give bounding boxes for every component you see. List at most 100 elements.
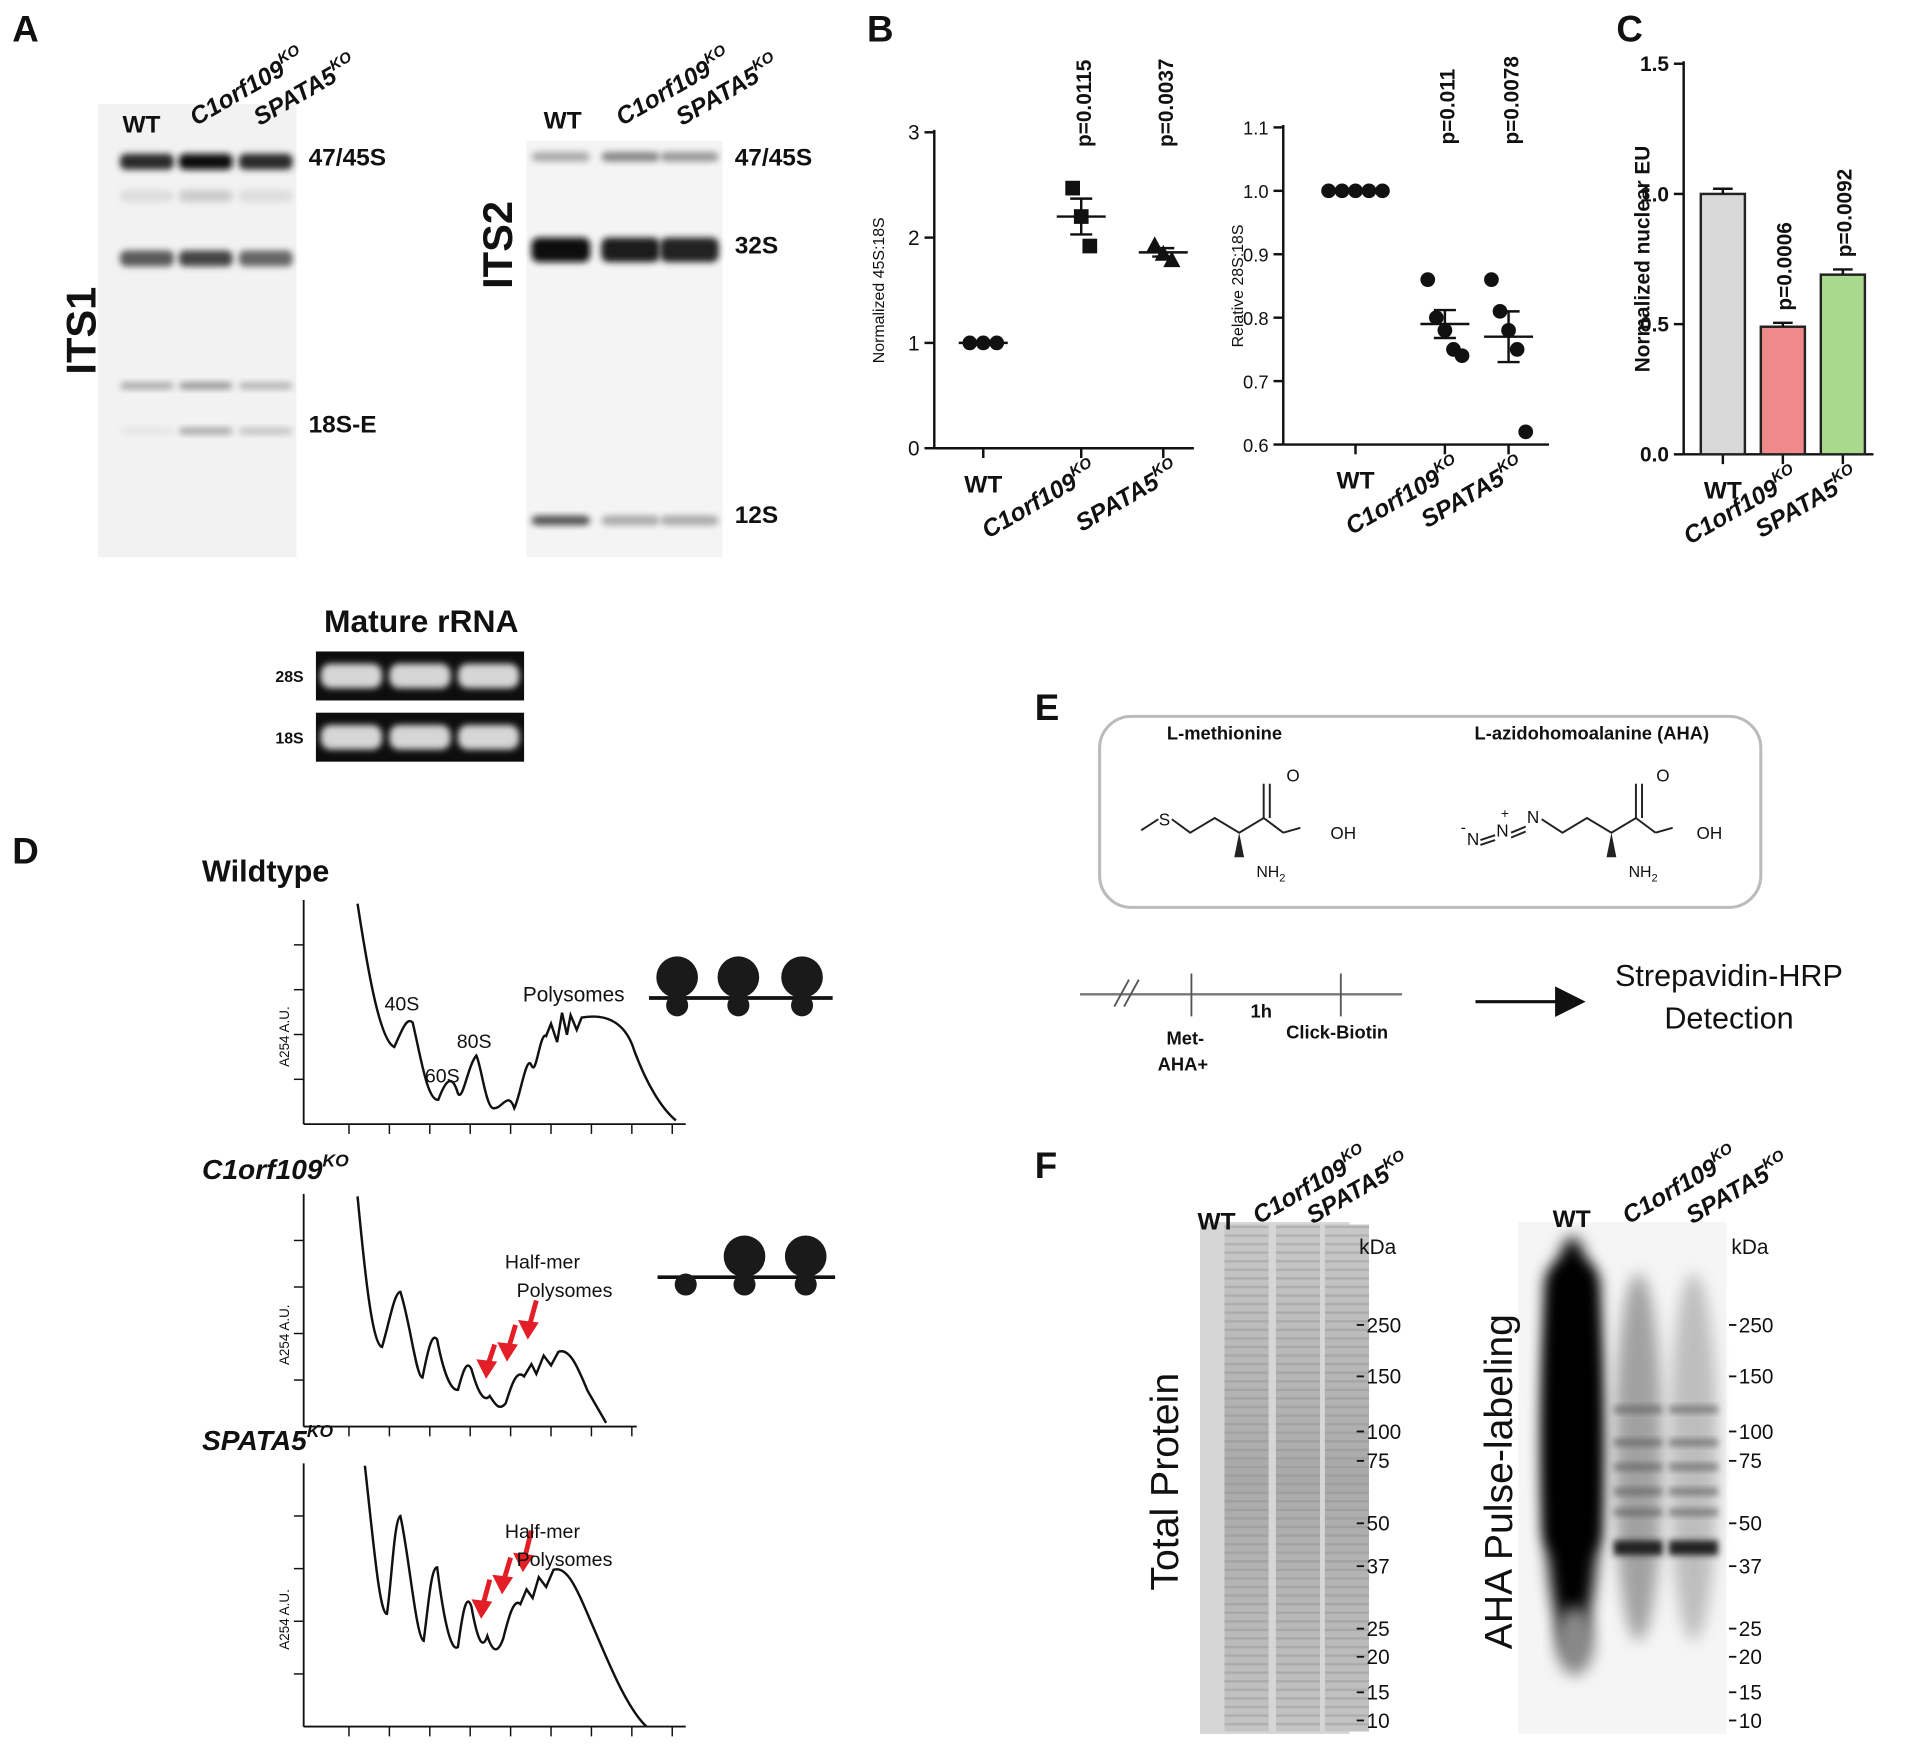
aha-band [1668,1463,1718,1471]
p-value: p=0.011 [1437,69,1460,145]
atom-label: - [1461,820,1466,837]
profile-title-superscript: KO [323,1151,350,1171]
ribosome-small [791,994,814,1017]
red-arrow-head [471,1599,493,1619]
blot-band [238,427,293,435]
detection-label: Detection [1664,1002,1793,1036]
unit-label: kDa [1359,1236,1396,1259]
aha-band [1668,1487,1718,1496]
aha-band [1613,1508,1663,1516]
marker-label: 50 [1739,1513,1762,1536]
lane-label-text: WT [1198,1208,1236,1235]
marker-label: 25 [1739,1618,1762,1641]
marker-label: 250 [1367,1314,1402,1337]
p-value: p=0.0078 [1500,56,1523,144]
blot-band [601,515,660,526]
annotation: Half-mer [505,1521,581,1543]
atom-label: + [1501,806,1509,821]
y-tick-label: 0.0 [1640,444,1669,467]
peak-label: 40S [384,993,419,1015]
detection-label: Strepavidin-HRP [1615,959,1843,993]
aha-band [1613,1463,1663,1471]
p-value: p=0.0037 [1155,59,1178,147]
band-label: 12S [735,502,779,529]
y-tick-label: 0.8 [1243,308,1269,329]
peak-label: 80S [457,1031,492,1053]
aha-smear [1545,1261,1600,1556]
bar [1759,325,1807,456]
y-tick-label: 1.1 [1243,118,1269,139]
blot-band [178,250,233,267]
atom-subscript: 2 [1279,873,1285,885]
timeline-label: Click-Biotin [1286,1021,1388,1042]
bond [1140,818,1159,832]
x-tick-label: WT [1336,468,1374,495]
lane-label-text: WT [122,111,160,138]
gel-band [457,724,520,750]
data-point [1065,180,1080,196]
profile-title: Wildtype [202,855,329,889]
gel-band [457,663,520,689]
profile-title-superscript: KO [307,1421,334,1441]
profile-y-label: A254 A.U. [277,1006,292,1067]
panel-label: B [867,9,894,50]
lane-label: WT [544,108,582,135]
gel-band [320,663,383,689]
panel-label: E [1035,687,1060,728]
atom-label: N [1496,820,1508,840]
atom-subscript: 2 [1652,873,1658,885]
data-point [1321,183,1336,199]
unit-label: kDa [1731,1236,1768,1259]
data-point [1375,183,1390,199]
y-tick-label: 0 [908,438,920,461]
band-label: 47/45S [309,144,387,171]
y-axis-label: Relative 28S:18S [1230,225,1247,348]
atom-label: N [1467,829,1479,849]
bond [1510,825,1527,834]
blot-band [238,153,293,170]
timeline-break [1113,979,1130,1008]
blot-band [120,382,174,390]
y-axis-label: Normalized nuclear EU [1631,146,1654,373]
x-tick-label-text: SPATA5 [1071,468,1164,537]
wedge-bond [1606,832,1617,858]
gel-band [389,724,451,750]
ribosome-small [666,994,689,1017]
aha-lane [1668,1273,1718,1641]
gel-band [389,663,451,689]
blot-label: AHA Pulse-labeling [1478,1314,1521,1649]
ribosome-small [727,994,750,1017]
blot-band [120,250,174,267]
its1-blot [97,104,297,558]
ribosome-small [674,1273,697,1296]
data-point [1509,342,1525,357]
aha-band [1613,1405,1663,1414]
compound-name: L-azidohomoalanine (AHA) [1475,723,1710,744]
data-point [1082,238,1098,254]
profile-trace [363,1465,648,1728]
marker-label: 100 [1367,1421,1402,1444]
band-label: 32S [735,233,779,260]
profile-title: SPATA5KO [202,1421,333,1456]
red-arrow-head [492,1574,514,1595]
y-tick-label: 0.9 [1243,245,1269,266]
marker-label: 10 [1739,1710,1762,1733]
bond [1282,826,1301,834]
profile-title-text: SPATA5 [202,1425,307,1456]
y-tick-label: 1 [908,332,920,355]
gel-title: Mature rRNA [324,603,519,639]
gel-row-label: 18S [275,730,303,747]
data-point [1163,251,1181,268]
atom-label: OH [1697,823,1723,843]
aha-band [1668,1508,1718,1516]
its2-blot [526,140,723,558]
red-arrow-head [497,1342,518,1362]
annotation: Polysomes [517,1280,613,1302]
panel-label: C [1616,9,1643,50]
y-axis-label: Normalized 45S:18S [871,217,888,363]
wedge-bond [1234,832,1245,858]
y-tick-label: 3 [908,122,920,145]
y-tick-label: 2 [908,227,920,250]
timeline-label: 1h [1251,1001,1272,1022]
